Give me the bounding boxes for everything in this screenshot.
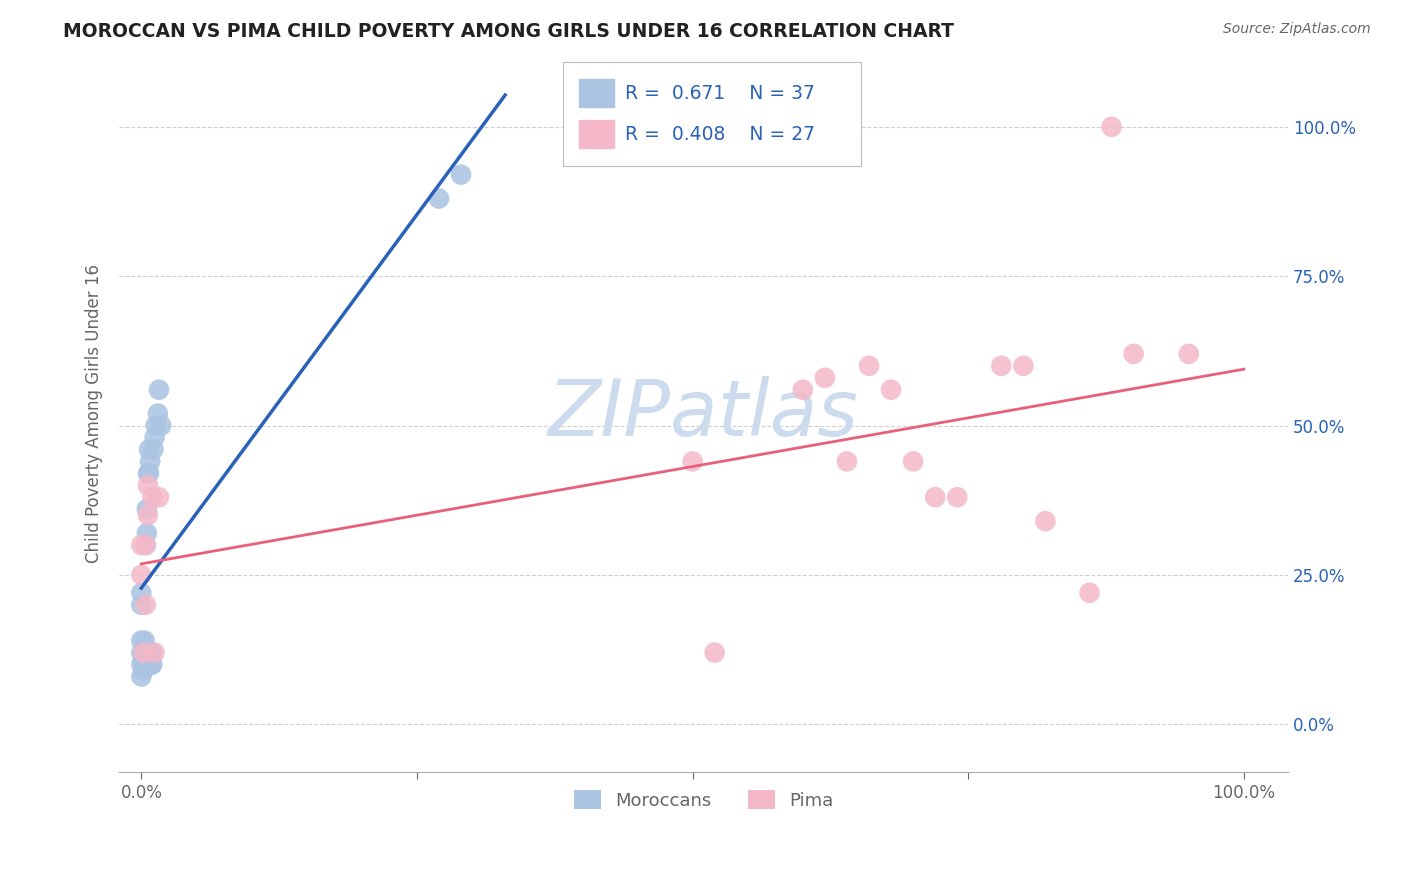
Point <box>131 586 153 600</box>
Point <box>141 646 163 660</box>
Point <box>946 490 969 504</box>
Text: MOROCCAN VS PIMA CHILD POVERTY AMONG GIRLS UNDER 16 CORRELATION CHART: MOROCCAN VS PIMA CHILD POVERTY AMONG GIR… <box>63 22 955 41</box>
Point <box>136 657 159 672</box>
Y-axis label: Child Poverty Among Girls Under 16: Child Poverty Among Girls Under 16 <box>86 264 103 563</box>
Point <box>150 418 173 433</box>
Text: R =  0.408    N = 27: R = 0.408 N = 27 <box>626 125 815 144</box>
Text: ZIPatlas: ZIPatlas <box>548 376 859 451</box>
Point <box>141 646 163 660</box>
Point <box>901 454 924 468</box>
Point <box>132 651 155 665</box>
Point <box>136 467 159 481</box>
Point <box>142 442 165 457</box>
Point <box>138 657 160 672</box>
Point <box>924 490 946 504</box>
Point <box>141 657 163 672</box>
Point <box>143 430 166 444</box>
Point <box>131 669 153 683</box>
Point <box>135 538 157 552</box>
Point <box>990 359 1012 373</box>
Point <box>703 646 725 660</box>
Bar <box>579 120 613 148</box>
Point <box>835 454 858 468</box>
Point <box>134 646 156 660</box>
Text: R =  0.671    N = 37: R = 0.671 N = 37 <box>626 84 815 103</box>
Point <box>135 538 157 552</box>
Point <box>135 502 157 516</box>
Point <box>139 657 162 672</box>
Point <box>135 526 157 541</box>
Point <box>792 383 814 397</box>
Point <box>427 192 450 206</box>
Point <box>135 598 157 612</box>
Point <box>136 508 159 523</box>
FancyBboxPatch shape <box>564 62 862 166</box>
Point <box>131 538 153 552</box>
Point <box>814 370 837 384</box>
Point <box>141 490 163 504</box>
Bar <box>579 78 613 107</box>
Point <box>131 598 153 612</box>
Point <box>1101 120 1123 134</box>
Point <box>1078 586 1101 600</box>
Point <box>858 359 880 373</box>
Point <box>132 646 155 660</box>
Point <box>880 383 903 397</box>
Point <box>682 454 704 468</box>
Legend: Moroccans, Pima: Moroccans, Pima <box>567 783 841 817</box>
Point <box>148 490 170 504</box>
Point <box>132 664 155 678</box>
Point <box>134 633 156 648</box>
Point <box>135 657 157 672</box>
Point <box>1035 514 1057 528</box>
Point <box>131 657 153 672</box>
Point <box>1177 347 1199 361</box>
Point <box>131 568 153 582</box>
Point <box>138 467 160 481</box>
Point <box>136 478 159 492</box>
Point <box>450 168 472 182</box>
Point <box>139 454 162 468</box>
Point <box>138 442 160 457</box>
Point <box>141 657 163 672</box>
Point <box>131 633 153 648</box>
Point <box>148 383 170 397</box>
Point <box>131 646 153 660</box>
Point <box>135 657 157 672</box>
Point <box>1122 347 1144 361</box>
Point <box>134 657 156 672</box>
Point <box>143 646 166 660</box>
Point <box>1012 359 1035 373</box>
Point <box>146 407 169 421</box>
Point <box>145 418 167 433</box>
Text: Source: ZipAtlas.com: Source: ZipAtlas.com <box>1223 22 1371 37</box>
